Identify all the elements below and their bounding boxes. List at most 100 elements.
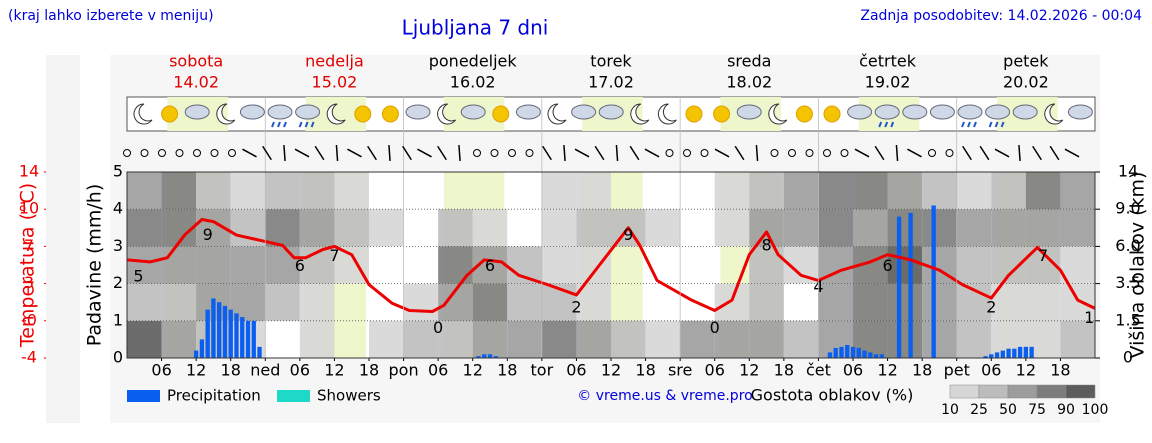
cloud-cell [818, 209, 853, 247]
cloud-cell [127, 172, 162, 210]
temp-tick-label: 7 [24, 236, 34, 255]
cloud-cell [161, 246, 197, 284]
cloud-icon [515, 104, 541, 120]
wind-barb [1049, 145, 1060, 161]
legend-label: Showers [317, 387, 381, 405]
moon-icon [547, 103, 567, 125]
calm-symbol [508, 149, 516, 157]
cloud-cell [438, 246, 473, 284]
precip-bar [868, 352, 873, 358]
temp-tick-label: 10 [19, 199, 39, 218]
precip-bar [193, 350, 199, 358]
temp-label: 8 [761, 236, 771, 255]
day-date: 14.02 [173, 73, 219, 92]
day-date: 16.02 [450, 73, 496, 92]
temp-label: 0 [710, 318, 720, 337]
day-name: nedelja [305, 52, 364, 71]
rain-icon [271, 121, 287, 128]
cloud-cell [576, 320, 611, 358]
wind-barb [714, 148, 730, 158]
calm-symbol [228, 149, 236, 157]
temp-label: 1 [1084, 308, 1094, 327]
day-name: sobota [169, 52, 223, 71]
rain-icon [878, 121, 895, 128]
precip-tick-label: 5 [113, 162, 123, 181]
wind-barb [417, 148, 432, 158]
moon-icon [768, 103, 788, 125]
wind-barb [335, 144, 339, 162]
wind-barb [1032, 145, 1042, 161]
x-tick-label: 12 [186, 361, 206, 380]
day-name: petek [1003, 52, 1049, 71]
precip-bar [879, 354, 884, 358]
cloud-cell [299, 172, 335, 210]
cloud-cell [714, 172, 750, 210]
day-name: četrtek [859, 52, 917, 71]
sun-icon [713, 105, 731, 123]
x-tick-label: 06 [843, 361, 863, 380]
cloud-cell [127, 283, 162, 321]
legend-swatch [127, 390, 160, 402]
x-tick-label: 18 [221, 361, 241, 380]
precip-tick-label: 0 [113, 348, 123, 367]
cloud-cell [265, 283, 300, 321]
precip-bar [211, 298, 216, 358]
cloud-cell [127, 320, 162, 358]
cloud-cell [299, 320, 335, 358]
cloud-legend-label: 10 [941, 402, 959, 418]
temp-label: 9 [203, 225, 213, 244]
wind-barb [563, 144, 566, 162]
x-tick-label: 06 [981, 361, 1001, 380]
precip-bar [845, 344, 850, 358]
cloud-cell [783, 172, 819, 210]
x-tick-label: 18 [1050, 361, 1070, 380]
cloud-legend-swatch [1007, 384, 1038, 399]
precip-bar [908, 212, 913, 358]
cloud-icon [571, 104, 597, 120]
wind-barb [367, 145, 377, 161]
cloud-tick-label: 1.5 [1115, 310, 1140, 329]
wind-barb [854, 148, 870, 158]
wind-barb [437, 145, 447, 161]
cloud-cell [541, 172, 577, 210]
cloud-cell [196, 172, 231, 210]
temp-label: 7 [1038, 246, 1048, 265]
precip-bar [240, 317, 245, 358]
wind-barb [644, 148, 660, 158]
cloud-cell [956, 246, 992, 284]
wind-barb [262, 145, 272, 161]
cloud-cell [922, 172, 957, 210]
cloud-cell [922, 209, 957, 247]
cloud-cell [161, 283, 197, 321]
cloud-cell [783, 209, 819, 247]
cloud-cell [714, 320, 750, 358]
cloud-cell [1060, 320, 1095, 358]
x-tick-label: pon [389, 361, 419, 380]
calm-symbol [770, 149, 779, 157]
wind-barb [907, 148, 922, 158]
calm-symbol [700, 149, 709, 157]
wind-barb [542, 145, 552, 161]
day-date: 19.02 [865, 73, 911, 92]
wind-barb [242, 148, 257, 158]
precip-bar [199, 339, 205, 358]
cloud-icon [874, 104, 900, 120]
sun-icon [685, 105, 703, 123]
wind-barb [314, 145, 325, 161]
precip-bar [1012, 348, 1017, 358]
precip-bar [234, 313, 239, 358]
moon-icon [657, 103, 677, 125]
cloud-icon [1012, 104, 1038, 120]
wind-barb [283, 144, 286, 162]
cloud-cell [334, 209, 369, 247]
calm-symbol [788, 149, 796, 157]
cloud-cell [541, 320, 577, 358]
cloud-cell [645, 209, 681, 247]
day-date: 17.02 [588, 73, 634, 92]
wind-barb [629, 145, 640, 161]
calm-symbol [928, 149, 936, 157]
cloud-cell [714, 283, 750, 321]
cloud-cell [161, 172, 197, 210]
temp-label: 6 [882, 256, 892, 275]
cloud-cell [161, 320, 197, 358]
